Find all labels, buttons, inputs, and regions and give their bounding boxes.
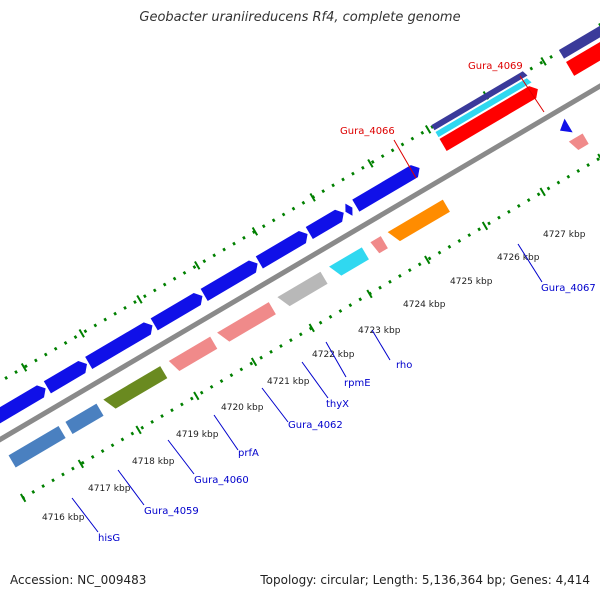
- cds-forward[interactable]: [43, 358, 91, 394]
- inner-tick-ring: [21, 121, 600, 500]
- rna-gura4060[interactable]: [168, 336, 218, 373]
- genome-backbone: [0, 67, 600, 448]
- leader-gura4059: [117, 469, 145, 506]
- leader-prfa: [213, 414, 239, 451]
- cds-gura4059[interactable]: [65, 403, 104, 434]
- label-gura4067[interactable]: Gura_4067: [541, 283, 596, 294]
- tick-4718: 4718 kbp: [132, 457, 175, 467]
- inner-tick-ring-major: [19, 118, 600, 503]
- tick-4717: 4717 kbp: [88, 484, 131, 494]
- cds-rho[interactable]: [387, 199, 450, 245]
- rna-gura4066-red[interactable]: [439, 83, 542, 151]
- rna-gura4069-red[interactable]: [566, 16, 600, 76]
- cds-forward[interactable]: [352, 162, 423, 212]
- cds-gura4062[interactable]: [277, 271, 328, 309]
- rna-prfa[interactable]: [217, 302, 276, 345]
- rna-gura4066-cyan[interactable]: [435, 77, 532, 138]
- cds-thyx[interactable]: [329, 247, 369, 278]
- label-gura4066[interactable]: Gura_4066: [340, 126, 395, 137]
- cds-gura4069[interactable]: [558, 4, 600, 59]
- leader-lines: [71, 75, 545, 533]
- label-gura4060[interactable]: Gura_4060: [194, 475, 249, 486]
- cds-forward[interactable]: [342, 202, 356, 218]
- label-prfa[interactable]: prfA: [238, 448, 259, 459]
- cds-small[interactable]: [556, 118, 573, 138]
- outer-tick-ring: [0, 25, 600, 404]
- label-thyx[interactable]: thyX: [326, 399, 349, 410]
- label-hisg[interactable]: hisG: [98, 533, 120, 544]
- cds-forward[interactable]: [255, 228, 311, 269]
- label-gura4069[interactable]: Gura_4069: [468, 61, 523, 72]
- cds-forward[interactable]: [150, 290, 206, 331]
- leader-gura4066: [393, 139, 417, 179]
- label-rpme[interactable]: rpmE: [344, 378, 371, 389]
- leader-hisg: [71, 497, 99, 533]
- label-rho[interactable]: rho: [396, 360, 412, 371]
- map-title: Geobacter uraniireducens Rf4, complete g…: [139, 10, 461, 25]
- cds-forward[interactable]: [200, 257, 262, 301]
- genome-summary-text: Topology: circular; Length: 5,136,364 bp…: [260, 573, 590, 587]
- tick-4719: 4719 kbp: [176, 430, 219, 440]
- leader-gura4060: [167, 439, 195, 475]
- accession-text: Accession: NC_009483: [10, 573, 147, 587]
- leader-thyx: [301, 361, 329, 399]
- tick-4723: 4723 kbp: [358, 326, 401, 336]
- tick-4725: 4725 kbp: [450, 277, 493, 287]
- leader-rpme: [325, 341, 347, 378]
- tick-4716: 4716 kbp: [42, 513, 85, 523]
- forward-features: [0, 4, 600, 428]
- leader-rho: [371, 329, 391, 361]
- tick-4721: 4721 kbp: [267, 377, 310, 387]
- cds-olive[interactable]: [103, 366, 168, 412]
- label-gura4062[interactable]: Gura_4062: [288, 420, 343, 431]
- rna-rpme[interactable]: [370, 236, 388, 254]
- gene-labels: hisG Gura_4059 Gura_4060 prfA Gura_4062 …: [98, 61, 596, 544]
- tick-labels: 4716 kbp 4717 kbp 4718 kbp 4719 kbp 4720…: [42, 230, 586, 523]
- tick-4724: 4724 kbp: [403, 300, 446, 310]
- rna-gura4067[interactable]: [568, 133, 589, 152]
- tick-4726: 4726 kbp: [497, 253, 540, 263]
- label-gura4059[interactable]: Gura_4059: [144, 506, 199, 517]
- tick-4727: 4727 kbp: [543, 230, 586, 240]
- cds-forward[interactable]: [85, 319, 156, 369]
- leader-gura4067: [517, 243, 543, 283]
- cds-forward[interactable]: [0, 382, 49, 428]
- reverse-features: [8, 133, 589, 468]
- cds-forward[interactable]: [305, 207, 348, 240]
- tick-4720: 4720 kbp: [221, 403, 264, 413]
- cds-hisg[interactable]: [8, 425, 66, 468]
- leader-gura4062: [261, 387, 289, 423]
- leader-gura4069: [519, 75, 545, 113]
- cds-gura4066[interactable]: [431, 70, 528, 131]
